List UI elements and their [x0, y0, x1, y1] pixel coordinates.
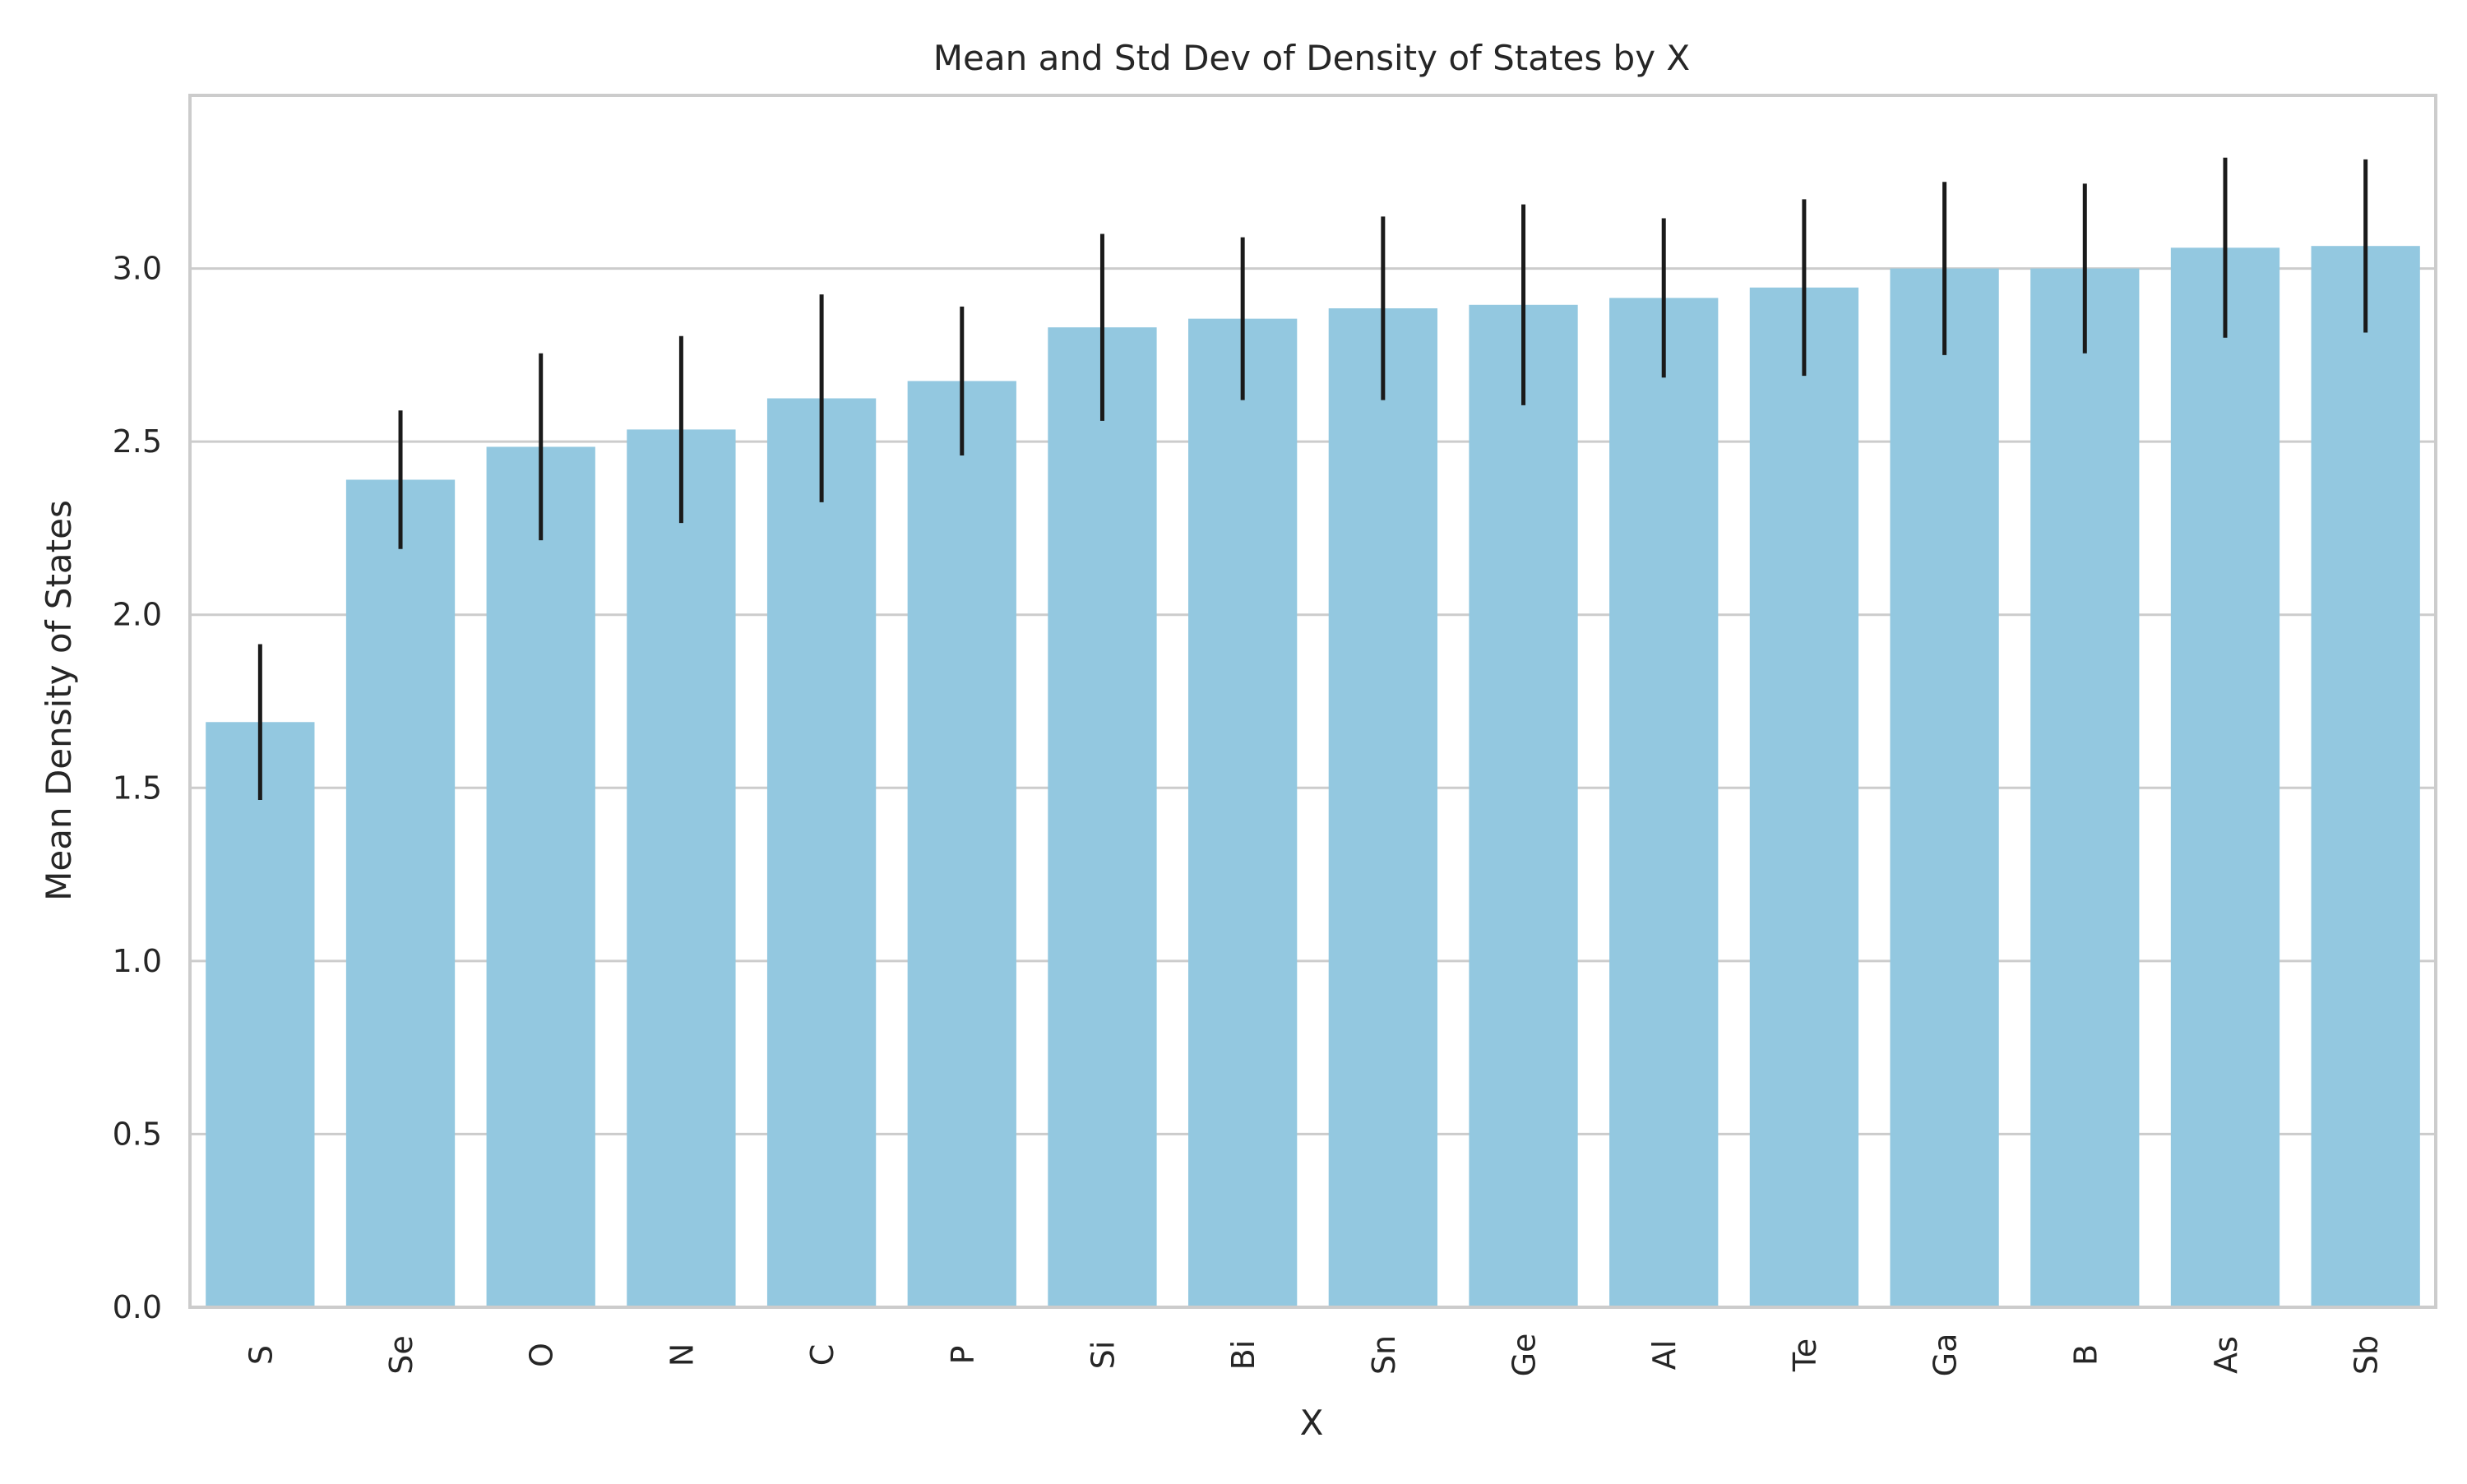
- y-tick-label: 1.5: [113, 770, 162, 806]
- y-tick-label: 0.5: [113, 1116, 162, 1152]
- y-tick-label: 2.0: [113, 597, 162, 633]
- plot-frame: [188, 94, 2437, 1309]
- x-tick-label: Sn: [1366, 1335, 1402, 1375]
- x-tick-label: N: [664, 1343, 700, 1366]
- x-tick-label: As: [2208, 1336, 2244, 1374]
- x-tick-label: Sb: [2349, 1335, 2385, 1375]
- x-tick-label: Se: [383, 1335, 419, 1375]
- bar-Si: [1048, 327, 1157, 1307]
- x-tick-label: Te: [1787, 1338, 1823, 1372]
- x-tick-label: Si: [1085, 1341, 1121, 1370]
- bar-Ga: [1890, 268, 1999, 1308]
- y-tick-labels: 0.0 0.5 1.0 1.5 2.0 2.5 3.0: [113, 251, 162, 1325]
- y-axis-label: Mean Density of States: [39, 500, 79, 901]
- chart-title: Mean and Std Dev of Density of States by…: [933, 38, 1690, 78]
- bar-Al: [1609, 298, 1719, 1308]
- bar-P: [907, 381, 1016, 1307]
- bar-C: [766, 398, 877, 1307]
- bar-Se: [345, 479, 456, 1307]
- x-axis-label: X: [1300, 1403, 1324, 1443]
- x-tick-label: Bi: [1225, 1340, 1261, 1371]
- bar-Bi: [1188, 318, 1298, 1307]
- error-bars: [257, 157, 2368, 801]
- bar-Sb: [2311, 246, 2420, 1307]
- y-tick-label: 0.0: [113, 1289, 162, 1325]
- x-tick-labels: S Se O N C P Si Bi Sn Ge Al Te Ga B As Sb: [243, 1334, 2384, 1377]
- x-tick-label: Ge: [1507, 1334, 1543, 1377]
- x-tick-label: S: [243, 1345, 279, 1365]
- bar-N: [627, 429, 736, 1307]
- bar-Sn: [1328, 308, 1437, 1307]
- x-tick-label: P: [945, 1346, 981, 1365]
- bar-Te: [1749, 287, 1859, 1308]
- x-tick-label: B: [2067, 1344, 2104, 1366]
- bars: [206, 246, 2420, 1308]
- bar-B: [2030, 268, 2140, 1308]
- y-tick-label: 2.5: [113, 423, 162, 460]
- bar-As: [2170, 247, 2280, 1307]
- x-tick-label: Al: [1646, 1340, 1682, 1371]
- y-tick-label: 1.0: [113, 943, 162, 979]
- x-tick-label: O: [524, 1343, 560, 1367]
- y-tick-label: 3.0: [113, 251, 162, 287]
- bar-O: [486, 446, 595, 1308]
- x-tick-label: Ga: [1928, 1334, 1964, 1377]
- x-tick-label: C: [804, 1344, 840, 1366]
- bar-Ge: [1469, 304, 1578, 1307]
- bar-S: [206, 722, 315, 1307]
